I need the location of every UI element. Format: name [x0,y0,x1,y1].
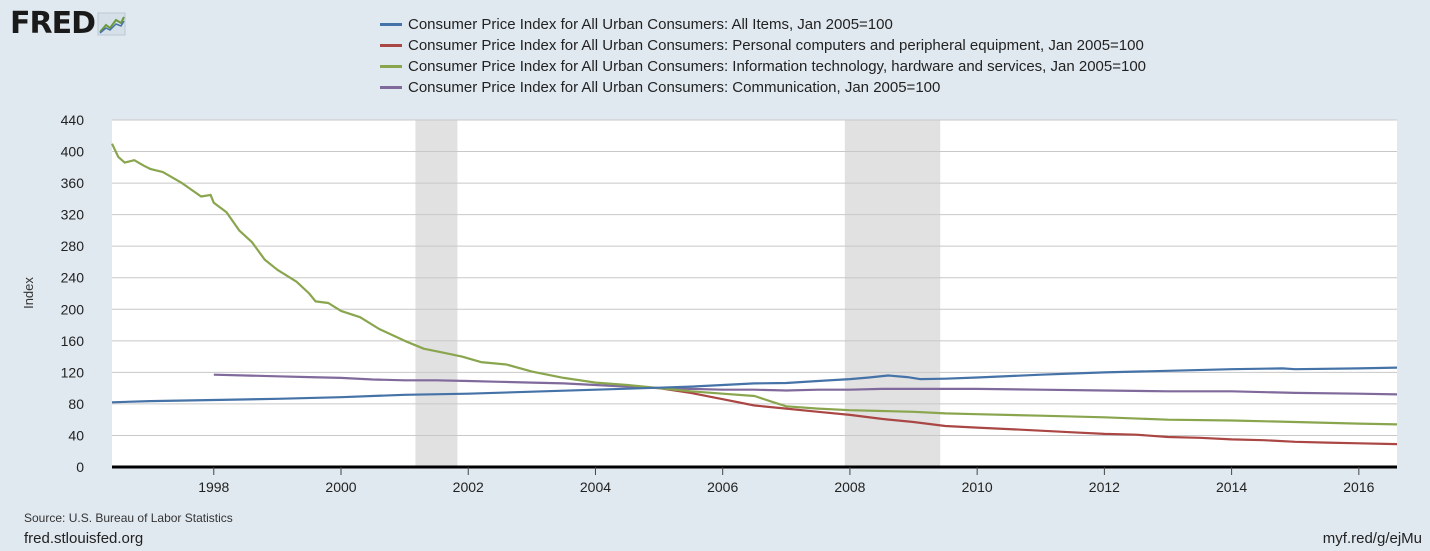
series-lines [111,143,1398,446]
recession-band [844,120,941,467]
legend-item-all-items[interactable]: Consumer Price Index for All Urban Consu… [380,14,1146,35]
x-tick-label: 2016 [1343,479,1374,495]
gridlines [112,119,1397,436]
x-tick-label: 1998 [198,479,229,495]
source-note: Source: U.S. Bureau of Labor Statistics [24,511,233,525]
series-line-3[interactable] [213,373,1398,396]
legend-label: Consumer Price Index for All Urban Consu… [408,79,941,96]
legend-label: Consumer Price Index for All Urban Consu… [408,58,1147,75]
y-tick-label: 320 [61,207,85,223]
fred-logo[interactable]: FRED [10,6,127,42]
legend-item-personal-computers[interactable]: Consumer Price Index for All Urban Consu… [380,35,1146,56]
y-tick-label: 40 [68,427,84,443]
recession-shading [415,120,941,467]
y-tick-labels: 0 40 80 120 160 200 240 280 320 360 400 440 [61,112,85,475]
logo-text: FRED [10,6,96,41]
legend-label: Consumer Price Index for All Urban Consu… [408,37,1144,54]
legend-item-information-technology[interactable]: Consumer Price Index for All Urban Consu… [380,56,1146,77]
y-tick-label: 360 [61,175,85,191]
legend-label: Consumer Price Index for All Urban Consu… [408,16,893,33]
recession-band [415,120,458,467]
y-tick-label: 440 [61,112,85,128]
chart-legend: Consumer Price Index for All Urban Consu… [380,14,1146,98]
x-tick-label: 2002 [453,479,484,495]
y-tick-label: 200 [61,301,85,317]
y-tick-label: 280 [61,238,85,254]
x-tick-label: 2008 [834,479,865,495]
x-tick-labels: 1998 2000 2002 2004 2006 2008 2010 2012 2014 2016 [198,467,1375,495]
x-tick-label: 2012 [1089,479,1120,495]
series-line-0[interactable] [111,366,1398,404]
legend-swatch [380,86,402,89]
legend-swatch [380,65,402,68]
series-line-1[interactable] [658,387,1398,446]
legend-swatch [380,44,402,47]
short-link[interactable]: myf.red/g/ejMu [1322,530,1422,547]
y-tick-label: 80 [68,396,84,412]
y-tick-label: 120 [61,364,85,380]
x-tick-label: 2000 [325,479,356,495]
y-tick-label: 160 [61,333,85,349]
line-chart-icon [97,12,126,36]
y-tick-label: 240 [61,270,85,286]
y-tick-label: 0 [76,459,84,475]
series-line-2[interactable] [111,143,1398,426]
legend-item-communication[interactable]: Consumer Price Index for All Urban Consu… [380,77,1146,98]
y-axis-label: Index [21,277,36,309]
x-tick-label: 2006 [707,479,738,495]
x-tick-label: 2014 [1216,479,1247,495]
legend-swatch [380,23,402,26]
y-tick-label: 400 [61,144,85,160]
x-tick-label: 2004 [580,479,611,495]
site-link[interactable]: fred.stlouisfed.org [24,530,144,547]
plot-background [112,120,1397,467]
x-tick-label: 2010 [962,479,993,495]
